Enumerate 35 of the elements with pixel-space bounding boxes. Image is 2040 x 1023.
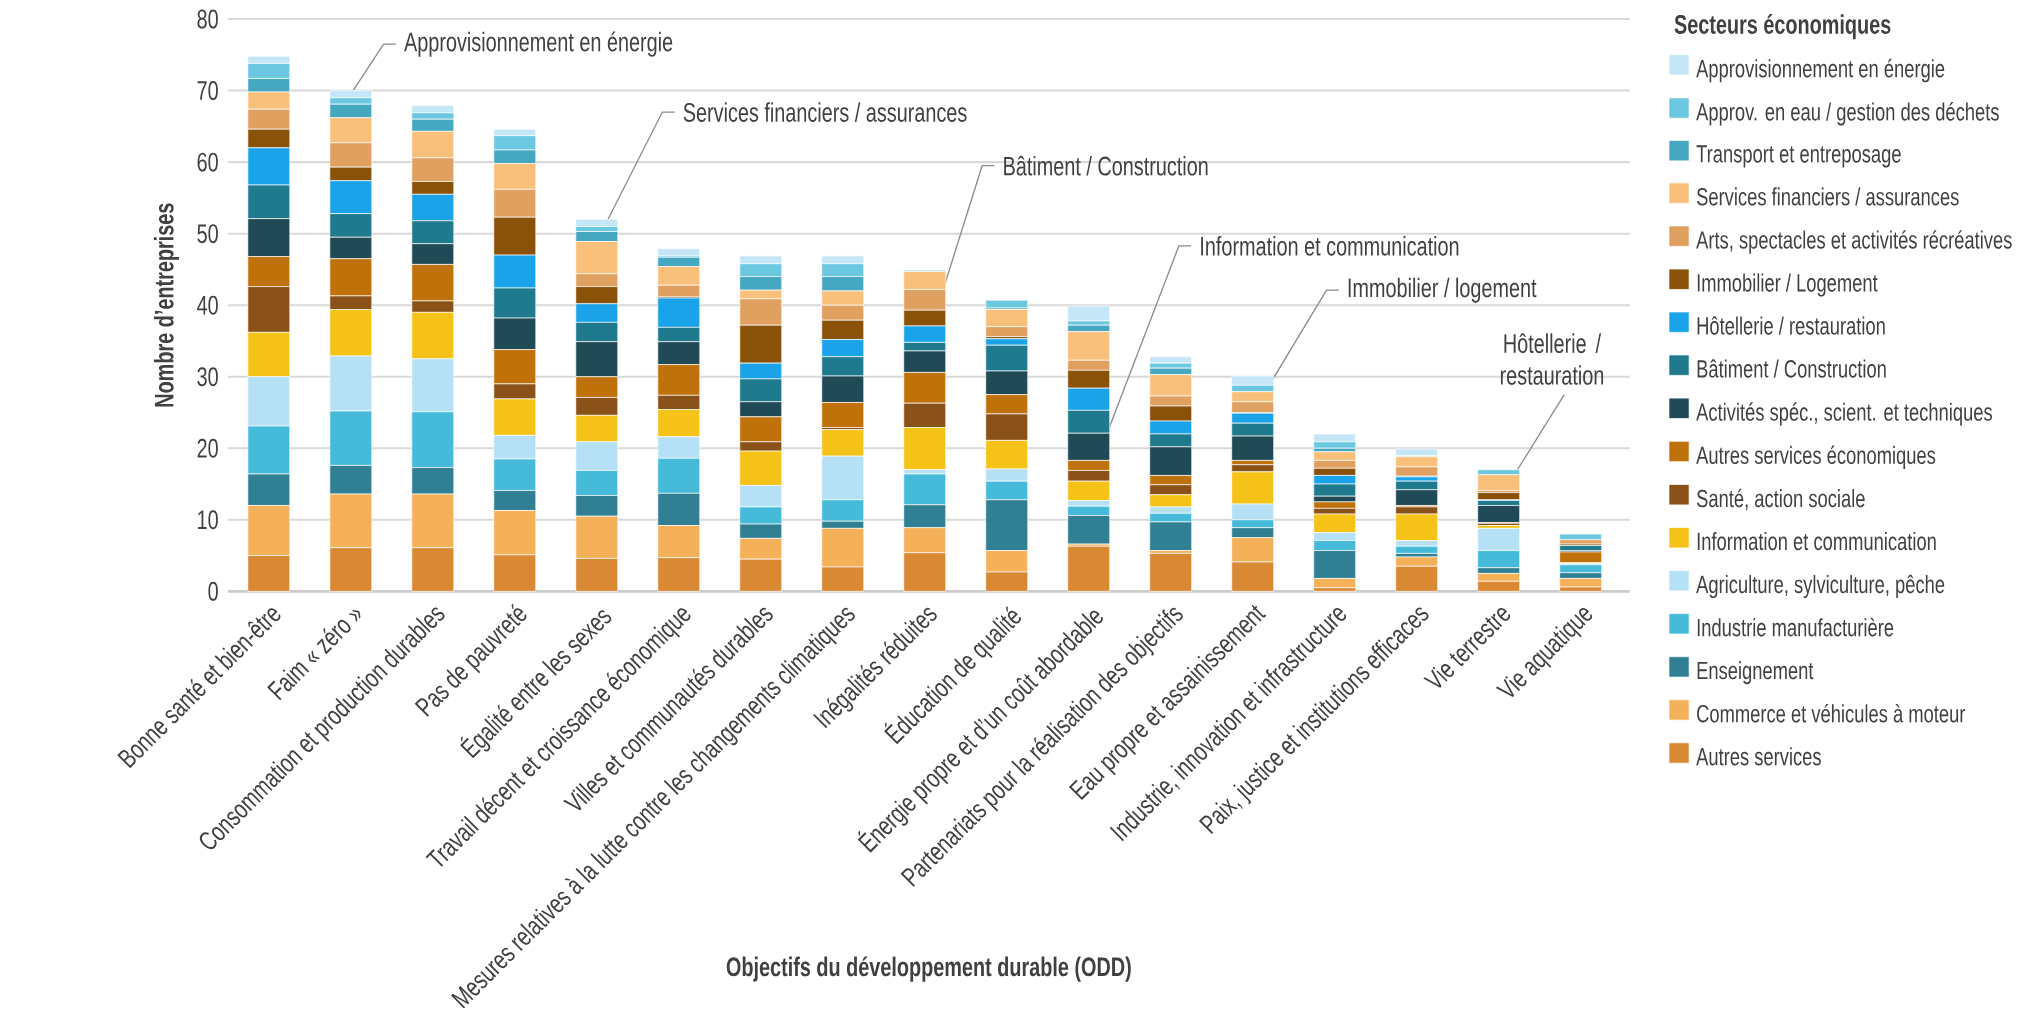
annotation: Bâtiment / Construction — [1004, 155, 1208, 176]
legend-label: Transport et entreposage — [1696, 145, 1901, 168]
legend-label: Information et communication — [1697, 531, 1936, 551]
legend-title: Secteurs économiques — [1674, 14, 1891, 40]
legend-label: Bâtiment / Construction — [1697, 359, 1886, 378]
y-tick-label: 10 — [198, 510, 218, 530]
legend-label: Approvisionnement en énergie — [1696, 58, 1945, 83]
y-tick-label: 60 — [197, 152, 218, 172]
legend-label: Autres services — [1696, 747, 1821, 766]
annotation: Services financiers / assurances — [683, 102, 967, 122]
annotation: Approvisionnement en énergie — [404, 31, 673, 57]
annotation: Information et communication — [1201, 235, 1459, 256]
y-tick-label: 40 — [197, 295, 218, 315]
y-tick-label: 30 — [197, 367, 218, 387]
legend-label: Industrie manufacturière — [1697, 617, 1894, 637]
y-tick-label: 20 — [197, 438, 218, 458]
legend-label: Autres services économiques — [1696, 445, 1936, 469]
y-axis-title: Nombre d’entreprises — [153, 203, 179, 407]
x-axis-title: Objectifs du développement durable (ODD) — [726, 956, 1131, 982]
legend-label: Enseignement — [1697, 661, 1814, 685]
legend-label: Agriculture, sylviculture, pêche — [1696, 574, 1945, 599]
legend-label: Arts, spectacles et activités récréatives — [1696, 230, 2012, 254]
legend-label: Commerce et véhicules à moteur — [1697, 703, 1966, 723]
y-tick-label: 80 — [197, 9, 218, 29]
legend-label: Hôtellerie / restauration — [1697, 316, 1885, 335]
annotation: Immobilier / logement — [1348, 277, 1537, 303]
y-tick-label: 50 — [197, 224, 218, 244]
annotation: Hôtellerie / restauration — [1500, 333, 1604, 385]
y-tick-label: 70 — [197, 81, 218, 101]
y-tick-label: 0 — [208, 581, 218, 601]
legend-label: Activités spéc., scient. et techniques — [1696, 402, 1992, 426]
legend-label: Services financiers / assurances — [1696, 187, 1959, 206]
legend-label: Immobilier / Logement — [1697, 273, 1878, 297]
legend-label: Santé, action sociale — [1696, 488, 1865, 511]
legend-label: Approv. en eau / gestion des déchets — [1696, 102, 1999, 126]
